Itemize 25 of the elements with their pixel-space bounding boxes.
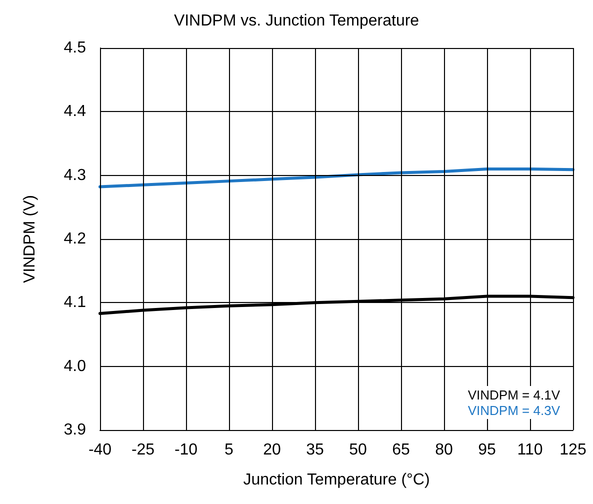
y-tick-label: 4.5 — [64, 40, 86, 56]
x-tick-label: 50 — [349, 442, 367, 458]
x-tick-label: 110 — [517, 442, 543, 458]
x-tick-label: 80 — [435, 442, 453, 458]
text: VINDPM = 4.3V — [468, 403, 560, 418]
y-tick-label: 4.0 — [64, 358, 86, 375]
x-tick-label: -10 — [174, 442, 198, 458]
x-tick-label: 125 — [560, 442, 586, 458]
y-tick-label: 4.1 — [64, 294, 86, 312]
line-series — [98, 167, 574, 188]
text: VINDPM = 4.1V — [468, 388, 560, 402]
y-tick-label: 4.3 — [64, 166, 86, 184]
x-tick-label: -25 — [131, 442, 155, 458]
x-tick-label: 35 — [306, 442, 324, 458]
x-axis-title: Junction Temperature (°C) — [243, 472, 430, 488]
x-tick-label: 5 — [224, 442, 234, 458]
x-tick-label: 65 — [392, 442, 410, 458]
y-tick-label: 3.9 — [64, 422, 86, 438]
x-tick-label: 95 — [478, 442, 496, 458]
chart-title: VINDPM vs. Junction Temperature — [174, 12, 420, 30]
y-tick-label: 4.2 — [64, 230, 86, 248]
x-tick-label: 20 — [263, 442, 281, 458]
x-tick-label: -40 — [88, 442, 112, 458]
y-tick-label: 4.4 — [64, 103, 86, 120]
y-axis-title: VINDPM (V) — [22, 195, 38, 283]
